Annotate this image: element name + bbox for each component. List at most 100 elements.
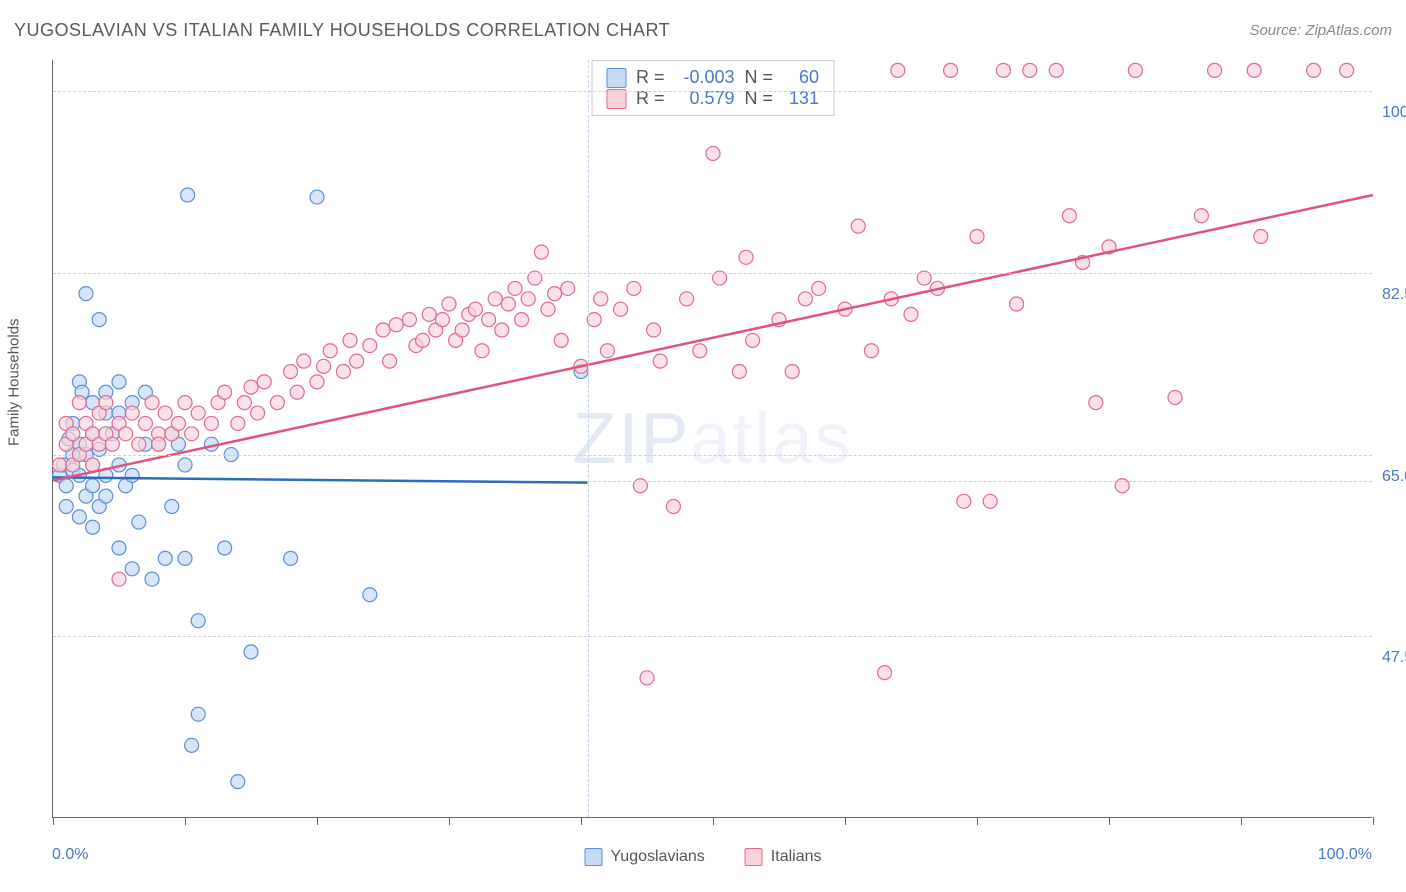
n-label-0: N = xyxy=(745,67,774,88)
data-point xyxy=(178,458,192,472)
x-axis-min-label: 0.0% xyxy=(52,846,88,864)
r-label-0: R = xyxy=(636,67,665,88)
data-point xyxy=(1023,63,1037,77)
data-point xyxy=(1089,396,1103,410)
data-point xyxy=(363,339,377,353)
x-tick xyxy=(1241,817,1242,825)
data-point xyxy=(138,416,152,430)
data-point xyxy=(468,302,482,316)
bottom-legend: Yugoslavians Italians xyxy=(585,848,822,866)
data-point xyxy=(666,499,680,513)
data-point xyxy=(600,344,614,358)
data-point xyxy=(251,406,265,420)
data-point xyxy=(72,510,86,524)
data-point xyxy=(647,323,661,337)
data-point xyxy=(482,313,496,327)
y-tick-label: 65.0% xyxy=(1382,468,1406,486)
data-point xyxy=(231,775,245,789)
data-point xyxy=(402,313,416,327)
data-point xyxy=(891,63,905,77)
gridline xyxy=(53,91,1372,92)
data-point xyxy=(191,707,205,721)
data-point xyxy=(343,333,357,347)
data-point xyxy=(191,614,205,628)
data-point xyxy=(105,437,119,451)
stats-row-yugoslavians: R = -0.003 N = 60 xyxy=(606,67,819,88)
data-point xyxy=(1010,297,1024,311)
data-point xyxy=(363,588,377,602)
data-point xyxy=(284,365,298,379)
legend-swatch xyxy=(585,848,603,866)
data-point xyxy=(99,489,113,503)
y-tick-label: 100.0% xyxy=(1382,104,1406,122)
data-point xyxy=(270,396,284,410)
data-point xyxy=(693,344,707,358)
data-point xyxy=(878,666,892,680)
data-point xyxy=(257,375,271,389)
x-tick xyxy=(713,817,714,825)
data-point xyxy=(132,515,146,529)
data-point xyxy=(79,287,93,301)
data-point xyxy=(864,344,878,358)
data-point xyxy=(171,416,185,430)
data-point xyxy=(455,323,469,337)
data-point xyxy=(218,541,232,555)
data-point xyxy=(86,520,100,534)
data-point xyxy=(541,302,555,316)
swatch-yugoslavians xyxy=(606,68,626,88)
data-point xyxy=(383,354,397,368)
data-point xyxy=(614,302,628,316)
data-point xyxy=(204,416,218,430)
data-point xyxy=(185,738,199,752)
x-axis-max-label: 100.0% xyxy=(1318,846,1372,864)
data-point xyxy=(554,333,568,347)
data-point xyxy=(680,292,694,306)
data-point xyxy=(508,281,522,295)
chart-plot-area: ZIPatlas R = -0.003 N = 60 R = 0.579 N =… xyxy=(52,60,1372,818)
data-point xyxy=(739,250,753,264)
data-point xyxy=(1194,209,1208,223)
x-tick xyxy=(845,817,846,825)
data-point xyxy=(317,359,331,373)
legend-label: Yugoslavians xyxy=(611,848,705,866)
data-point xyxy=(983,494,997,508)
chart-title: YUGOSLAVIAN VS ITALIAN FAMILY HOUSEHOLDS… xyxy=(14,20,670,41)
data-point xyxy=(534,245,548,259)
chart-header: YUGOSLAVIAN VS ITALIAN FAMILY HOUSEHOLDS… xyxy=(14,20,1392,41)
data-point xyxy=(244,380,258,394)
data-point xyxy=(191,406,205,420)
data-point xyxy=(231,416,245,430)
data-point xyxy=(310,375,324,389)
legend-swatch xyxy=(745,848,763,866)
x-tick xyxy=(1109,817,1110,825)
data-point xyxy=(376,323,390,337)
gridline xyxy=(53,636,1372,637)
data-point xyxy=(475,344,489,358)
x-tick xyxy=(185,817,186,825)
data-point xyxy=(904,307,918,321)
data-point xyxy=(442,297,456,311)
data-point xyxy=(996,63,1010,77)
data-point xyxy=(587,313,601,327)
data-point xyxy=(785,365,799,379)
data-point xyxy=(495,323,509,337)
data-point xyxy=(290,385,304,399)
data-point xyxy=(944,63,958,77)
data-point xyxy=(178,396,192,410)
data-point xyxy=(1247,63,1261,77)
data-point xyxy=(132,437,146,451)
data-point xyxy=(435,313,449,327)
data-point xyxy=(653,354,667,368)
legend-label: Italians xyxy=(771,848,822,866)
data-point xyxy=(66,427,80,441)
data-point xyxy=(244,645,258,659)
x-tick xyxy=(1373,817,1374,825)
data-point xyxy=(594,292,608,306)
scatter-svg xyxy=(53,60,1372,817)
data-point xyxy=(59,479,73,493)
data-point xyxy=(350,354,364,368)
data-point xyxy=(297,354,311,368)
x-tick xyxy=(977,817,978,825)
data-point xyxy=(627,281,641,295)
x-tick xyxy=(449,817,450,825)
